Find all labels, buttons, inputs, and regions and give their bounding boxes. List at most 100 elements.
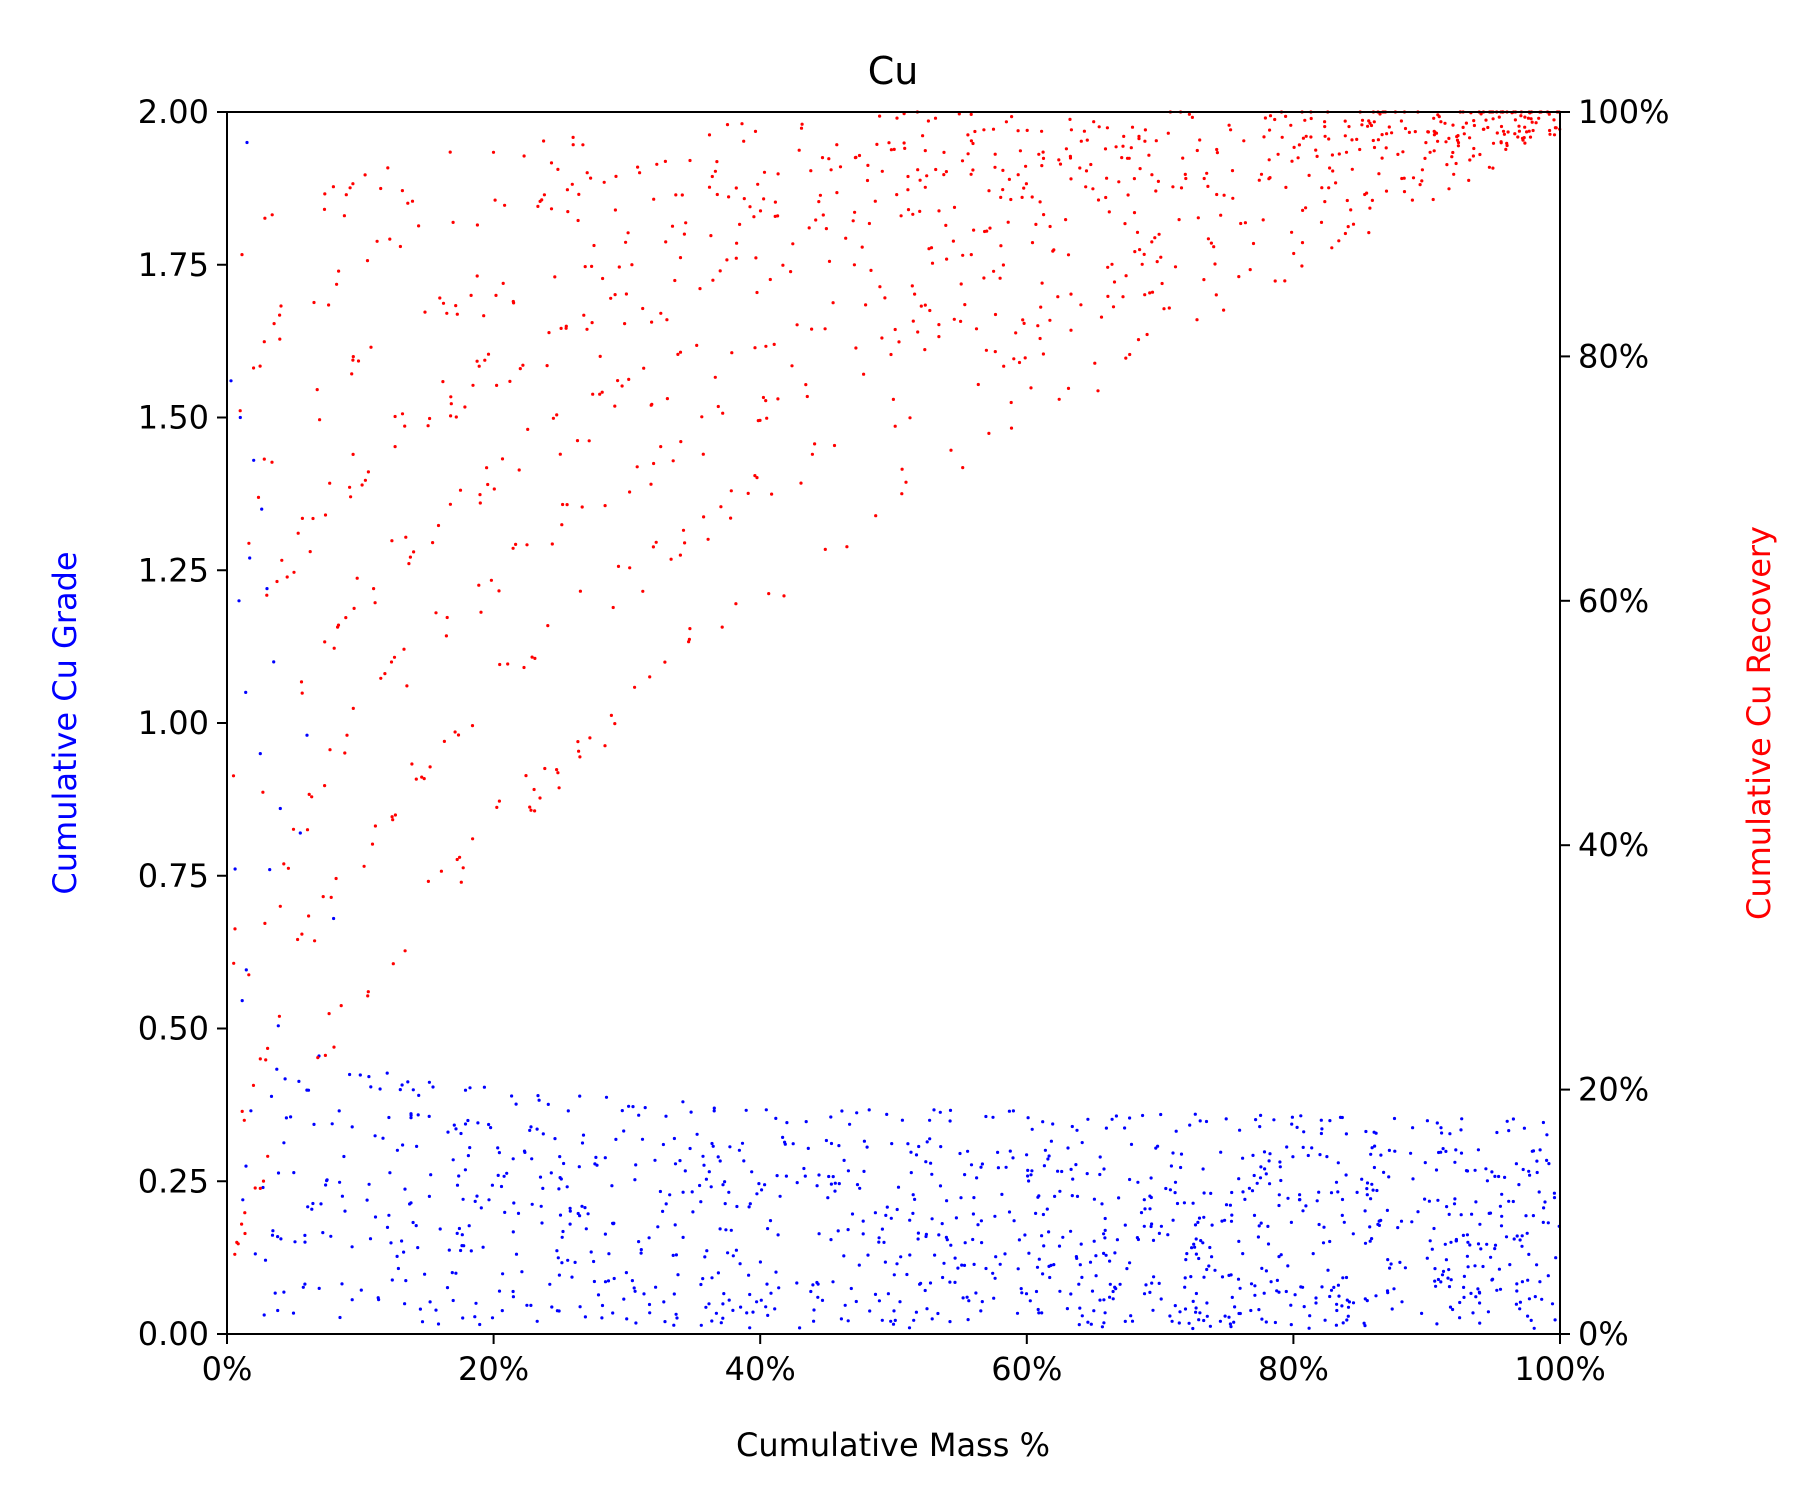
recovery-point <box>598 354 602 358</box>
grade-point <box>497 1289 502 1293</box>
grade-point <box>1301 1145 1305 1149</box>
recovery-point <box>678 350 683 354</box>
grade-point <box>1142 1292 1147 1296</box>
recovery-point <box>1136 338 1141 342</box>
grade-point <box>661 1209 665 1213</box>
grade-point <box>1148 1290 1152 1294</box>
grade-point <box>1178 1310 1182 1314</box>
recovery-point <box>1105 126 1109 130</box>
recovery-point <box>982 276 986 280</box>
recovery-point <box>1187 112 1191 116</box>
grade-point <box>550 1305 554 1309</box>
recovery-point <box>688 158 692 163</box>
grade-point <box>482 1085 486 1089</box>
grade-point <box>1527 1252 1531 1256</box>
recovery-point <box>960 159 965 163</box>
grade-point <box>1056 1169 1060 1173</box>
grade-point <box>1191 1201 1195 1205</box>
recovery-point <box>1350 138 1354 142</box>
recovery-point <box>903 146 907 150</box>
recovery-point <box>463 405 467 409</box>
grade-point <box>1078 1306 1082 1310</box>
plot-frame <box>226 111 1561 1335</box>
recovery-point <box>514 542 518 547</box>
grade-point <box>980 1300 984 1304</box>
grade-point <box>939 1145 943 1149</box>
grade-point <box>1299 1114 1303 1118</box>
grade-point <box>1104 1253 1108 1257</box>
recovery-point <box>453 730 457 734</box>
grade-point <box>1148 1207 1152 1211</box>
recovery-point <box>1384 189 1389 193</box>
grade-point <box>1047 1154 1051 1158</box>
recovery-point <box>664 240 668 244</box>
recovery-point <box>403 949 407 953</box>
grade-point <box>1342 1220 1346 1224</box>
grade-point <box>1477 1290 1481 1294</box>
recovery-point <box>807 226 811 230</box>
recovery-point <box>919 304 923 308</box>
recovery-point <box>753 474 757 478</box>
recovery-point <box>725 123 730 127</box>
recovery-point <box>782 594 786 598</box>
grade-point <box>940 1222 944 1226</box>
grade-point <box>416 1246 420 1250</box>
recovery-point <box>402 647 406 651</box>
recovery-point <box>589 176 593 180</box>
grade-point <box>350 1298 354 1302</box>
grade-point <box>914 1153 919 1157</box>
grade-point <box>880 1227 885 1231</box>
grade-point <box>637 1240 641 1244</box>
grade-point <box>233 867 237 871</box>
grade-point <box>723 1202 727 1206</box>
grade-point <box>948 1108 953 1112</box>
grade-point <box>784 1174 789 1178</box>
grade-point <box>1362 1321 1366 1325</box>
recovery-point <box>312 300 316 305</box>
x-tick-label: 40% <box>725 1350 796 1388</box>
recovery-point <box>370 842 375 846</box>
recovery-point <box>1251 241 1256 246</box>
grade-point <box>890 1142 894 1146</box>
recovery-point <box>754 256 758 260</box>
grade-point <box>675 1316 679 1320</box>
recovery-point <box>576 218 580 223</box>
grade-point <box>877 1240 881 1244</box>
recovery-point <box>1418 183 1422 187</box>
grade-point <box>747 1205 751 1209</box>
grade-point <box>1310 1146 1314 1150</box>
grade-point <box>837 1182 841 1186</box>
recovery-point <box>976 382 980 387</box>
grade-point <box>1370 1182 1374 1186</box>
grade-point <box>377 1298 381 1302</box>
grade-point <box>842 1158 846 1162</box>
recovery-point <box>1436 113 1440 117</box>
grade-point <box>963 1173 967 1177</box>
recovery-point <box>616 379 620 383</box>
grade-point <box>1410 1220 1414 1224</box>
recovery-point <box>585 171 589 175</box>
grade-point <box>1372 1165 1376 1170</box>
grade-point <box>276 1024 280 1028</box>
grade-point <box>898 1300 902 1304</box>
grade-point <box>1256 1235 1260 1239</box>
grade-point <box>1461 1233 1465 1237</box>
recovery-point <box>1196 216 1200 220</box>
left-y-tick-label: 1.25 <box>138 551 209 589</box>
grade-point <box>1154 1146 1158 1150</box>
grade-point <box>1454 1148 1458 1152</box>
recovery-point <box>1346 225 1350 229</box>
grade-point <box>1317 1222 1321 1227</box>
grade-point <box>306 1088 311 1092</box>
grade-point <box>1258 1176 1263 1180</box>
grade-point <box>1541 1220 1545 1224</box>
grade-point <box>1150 1222 1154 1226</box>
grade-point <box>1423 1161 1427 1165</box>
grade-point <box>1252 1173 1256 1178</box>
grade-point <box>268 868 272 872</box>
grade-point <box>1111 1289 1115 1294</box>
grade-point <box>966 1318 970 1322</box>
grade-point <box>1227 1315 1231 1319</box>
grade-point <box>803 1174 807 1178</box>
recovery-point <box>1150 240 1154 244</box>
